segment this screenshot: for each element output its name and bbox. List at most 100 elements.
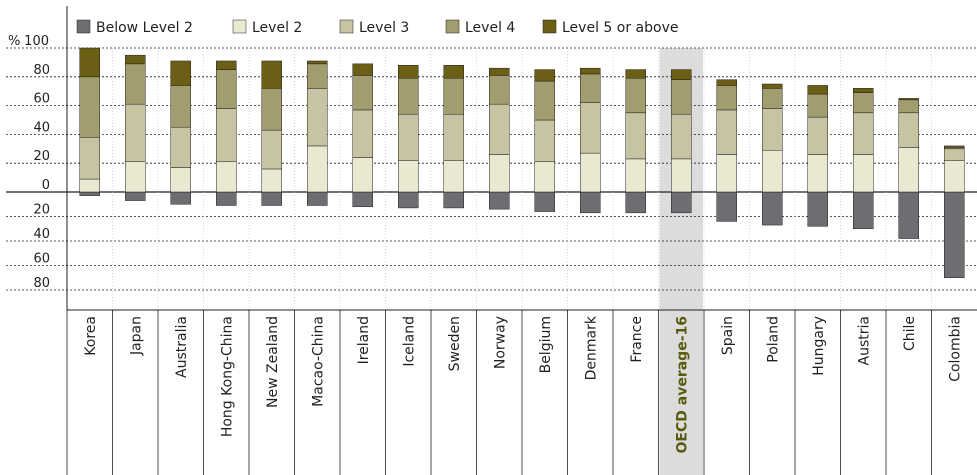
bar-level-4-spain: [716, 85, 737, 111]
y-tick-label: 100: [24, 34, 49, 49]
bar-level-5-or-above-oecd-average-16: [671, 69, 692, 80]
category-label-poland: Poland: [765, 316, 781, 363]
bar-level-4-poland: [762, 88, 783, 109]
bar-level-3-norway: [489, 103, 510, 155]
bar-level-3-poland: [762, 108, 783, 151]
bar-level-2-japan: [125, 161, 146, 193]
legend-label-level-5-or-above: Level 5 or above: [562, 20, 678, 36]
bar-below-level-2-sweden: [443, 191, 464, 209]
bar-below-level-2-japan: [125, 191, 146, 201]
bar-level-4-chile: [898, 99, 919, 114]
category-label-new-zealand: New Zealand: [265, 316, 281, 408]
y-tick-label: 80: [33, 63, 50, 78]
category-label-chile: Chile: [902, 316, 918, 351]
category-label-hong-kong-china: Hong Kong-China: [219, 316, 235, 437]
bar-level-5-or-above-austria: [853, 88, 874, 93]
bar-level-3-chile: [898, 112, 919, 148]
y-tick-label: 40: [33, 227, 50, 242]
legend-label-level-4: Level 4: [465, 20, 515, 36]
bar-level-5-or-above-colombia: [944, 145, 965, 148]
bar-level-3-ireland: [352, 109, 373, 158]
bar-below-level-2-macao-china: [307, 191, 328, 206]
bar-below-level-2-spain: [716, 191, 737, 222]
category-label-colombia: Colombia: [947, 316, 963, 382]
bar-level-4-korea: [79, 76, 100, 138]
y-tick-label: 60: [33, 252, 50, 267]
bar-level-2-chile: [898, 147, 919, 193]
bar-level-4-hong-kong-china: [216, 69, 237, 109]
bar-below-level-2-oecd-average-16: [671, 191, 692, 214]
bar-level-3-iceland: [398, 113, 419, 161]
bar-level-5-or-above-belgium: [534, 69, 555, 82]
bar-level-3-oecd-average-16: [671, 113, 692, 160]
bar-level-3-belgium: [534, 119, 555, 163]
y-tick-label: 0: [42, 178, 50, 193]
bar-level-5-or-above-hungary: [807, 85, 828, 95]
bar-below-level-2-colombia: [944, 191, 965, 278]
bar-level-5-or-above-sweden: [443, 65, 464, 79]
bar-level-4-denmark: [580, 73, 601, 103]
bar-level-5-or-above-france: [625, 69, 646, 79]
bar-level-5-or-above-chile: [898, 98, 919, 101]
bar-level-2-ireland: [352, 157, 373, 193]
bar-level-3-hungary: [807, 116, 828, 155]
bar-below-level-2-chile: [898, 191, 919, 239]
category-label-hungary: Hungary: [811, 316, 827, 376]
bar-level-2-belgium: [534, 161, 555, 193]
category-label-france: France: [629, 316, 645, 363]
bar-below-level-2-poland: [762, 191, 783, 226]
category-label-norway: Norway: [492, 316, 508, 369]
bar-level-5-or-above-spain: [716, 79, 737, 86]
bar-level-5-or-above-korea: [79, 47, 100, 78]
bar-level-5-or-above-iceland: [398, 65, 419, 79]
legend-swatch-level-2: [232, 19, 247, 34]
bar-level-4-macao-china: [307, 63, 328, 89]
bar-level-4-hungary: [807, 93, 828, 118]
bar-level-4-france: [625, 77, 646, 114]
bar-level-4-austria: [853, 92, 874, 114]
bar-level-3-austria: [853, 112, 874, 155]
category-label-korea: Korea: [83, 316, 99, 356]
category-label-iceland: Iceland: [401, 316, 417, 367]
bar-level-5-or-above-ireland: [352, 63, 373, 76]
bar-level-2-korea: [79, 178, 100, 193]
category-label-oecd-average-16: OECD average-16: [674, 316, 690, 453]
y-unit-label: %: [8, 34, 20, 49]
bar-level-5-or-above-denmark: [580, 67, 601, 75]
category-label-belgium: Belgium: [538, 316, 554, 373]
bar-level-3-macao-china: [307, 88, 328, 147]
bar-level-3-japan: [125, 103, 146, 163]
bar-level-2-colombia: [944, 160, 965, 193]
bar-level-2-oecd-average-16: [671, 158, 692, 193]
bar-level-4-sweden: [443, 77, 464, 115]
bar-level-4-ireland: [352, 75, 373, 111]
bar-level-4-new-zealand: [261, 88, 282, 131]
category-label-australia: Australia: [174, 316, 190, 378]
legend-swatch-level-3: [339, 19, 354, 34]
bar-level-2-iceland: [398, 160, 419, 193]
category-label-spain: Spain: [720, 316, 736, 355]
bar-below-level-2-hungary: [807, 191, 828, 227]
bar-level-4-oecd-average-16: [671, 79, 692, 115]
bar-level-3-korea: [79, 137, 100, 180]
y-tick-label: 80: [33, 276, 50, 291]
bar-below-level-2-norway: [489, 191, 510, 210]
bar-level-3-australia: [170, 126, 191, 168]
bar-level-5-or-above-hong-kong-china: [216, 60, 237, 70]
bar-level-4-australia: [170, 85, 191, 128]
bar-below-level-2-france: [625, 191, 646, 214]
bar-level-3-spain: [716, 109, 737, 155]
bar-level-4-japan: [125, 63, 146, 105]
bar-below-level-2-belgium: [534, 191, 555, 212]
bar-below-level-2-denmark: [580, 191, 601, 214]
bar-level-4-norway: [489, 75, 510, 105]
bar-level-5-or-above-japan: [125, 54, 146, 65]
bar-below-level-2-hong-kong-china: [216, 191, 237, 206]
bar-level-2-austria: [853, 154, 874, 193]
y-tick-label: 60: [33, 92, 50, 107]
bar-below-level-2-australia: [170, 191, 191, 205]
y-tick-label: 20: [33, 203, 50, 218]
bar-below-level-2-korea: [79, 191, 100, 196]
bar-level-2-australia: [170, 167, 191, 193]
category-label-ireland: Ireland: [356, 316, 372, 364]
